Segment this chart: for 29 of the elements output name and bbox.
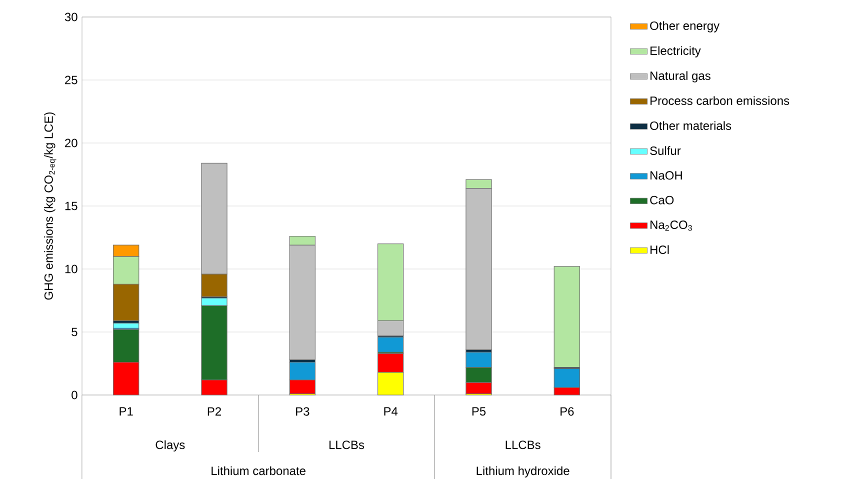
y-tick-label: 5	[72, 328, 78, 336]
x-tick-label: P4	[384, 407, 398, 416]
y-tick-label: 10	[65, 264, 78, 274]
legend-label: Natural gas	[650, 71, 710, 82]
y-tick-label: 30	[64, 12, 78, 22]
legend-label: Na$_{2}$CO$_{3}$	[650, 220, 692, 231]
legend-label: Other energy	[650, 21, 720, 32]
legend-label: HCl	[650, 245, 669, 254]
y-tick-label: 0	[72, 390, 78, 400]
text: LLCBs	[329, 440, 364, 450]
text: Lithium carbonate	[212, 466, 306, 476]
text: Clays	[156, 440, 185, 452]
legend-label: Electricity	[650, 46, 701, 58]
legend-label: CaO	[650, 196, 674, 204]
text: Lithium hydroxide	[476, 466, 570, 478]
y-axis-title: GHG emissions (kg CO$_{2-eq}$/kg LCE)	[44, 112, 56, 300]
legend-label: NaOH	[650, 171, 682, 180]
x-tick-label: P6	[560, 407, 574, 416]
y-tick-label: 25	[65, 76, 78, 84]
x-tick-label: P3	[296, 407, 310, 416]
text: LLCBs	[506, 440, 540, 450]
x-tick-label: P5	[472, 407, 486, 416]
legend-label: Sulfur	[650, 146, 681, 155]
x-tick-label: P2	[208, 407, 221, 416]
legend-label: Process carbon emissions	[650, 96, 790, 105]
y-tick-label: 15	[65, 202, 78, 210]
x-tick-label: P1	[120, 407, 133, 416]
y-tick-label: 20	[65, 138, 78, 148]
legend-label: Other materials	[650, 121, 732, 130]
